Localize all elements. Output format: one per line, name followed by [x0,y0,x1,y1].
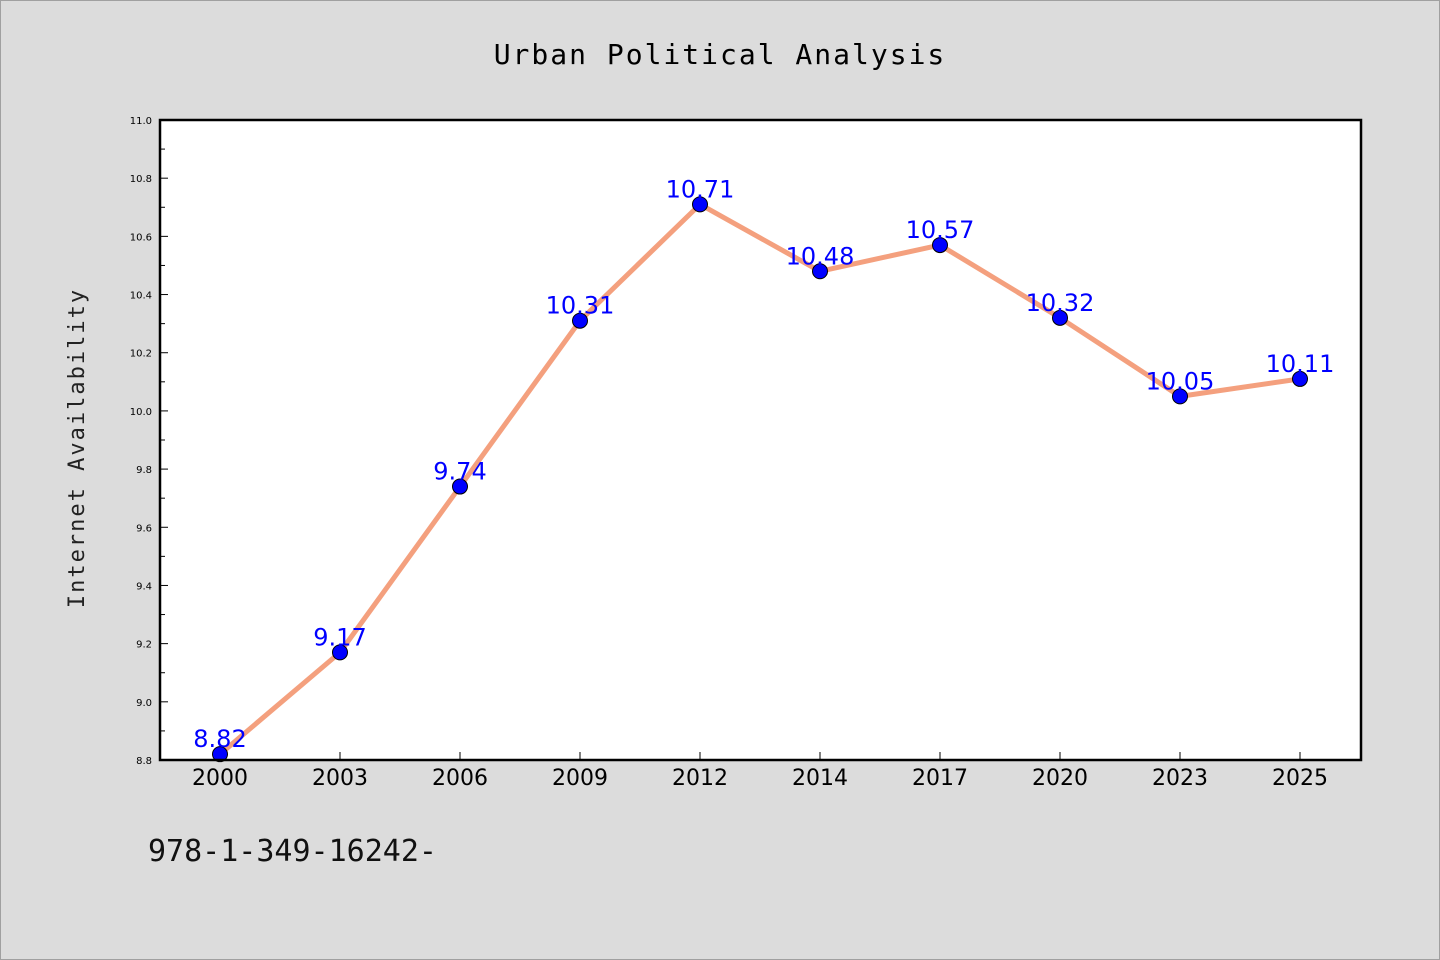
x-tick-label: 2014 [792,766,848,791]
y-tick-label: 10.8 [130,174,152,185]
x-tick-label: 2006 [432,766,488,791]
data-point [812,263,828,280]
x-tick-label: 2012 [672,766,728,791]
data-labels: 8.82 9.17 9.74 10.31 10.71 10.48 10.57 10.32 10.… [193,175,1334,753]
x-tick-label: 2000 [192,766,248,791]
y-tick-label: 10.4 [130,291,152,302]
data-point [932,237,948,254]
x-tick-label: 2003 [312,766,368,791]
y-axis-ticks: 8.8 9.0 9.2 9.4 9.6 9.8 10.0 10.2 10.4 10.6 10.8 11… [130,116,168,767]
data-label: 10.32 [1026,289,1095,317]
x-tick-label: 2009 [552,766,608,791]
y-axis-label: Internet Availability [65,288,90,608]
y-tick-label: 8.8 [136,756,152,767]
x-tick-label: 2025 [1272,766,1328,791]
x-tick-label: 2017 [912,766,968,791]
y-tick-label: 10.2 [130,349,152,360]
series-markers [212,196,1308,763]
y-tick-label: 11.0 [130,116,152,127]
data-label: 10.11 [1266,350,1335,378]
data-point [692,196,708,213]
data-point [1172,388,1188,405]
data-point [1292,370,1308,387]
plot-border [158,118,1363,762]
data-point [572,312,588,329]
footer-code: 978-1-349-16242- [148,834,437,869]
data-label: 9.74 [433,458,486,486]
data-label: 9.17 [313,623,366,651]
y-tick-label: 9.4 [136,581,152,592]
series-polyline [217,201,1303,757]
data-label: 10.71 [666,175,735,203]
plot-area [160,120,1361,760]
chart-title: Urban Political Analysis [494,38,947,71]
data-label: 8.82 [193,725,246,753]
data-label: 10.57 [906,216,975,244]
y-tick-label: 9.0 [136,698,152,709]
y-tick-label: 10.6 [130,232,152,243]
y-tick-label: 9.6 [136,523,152,534]
data-point [332,644,348,661]
x-axis-ticks: 2000 2003 2006 2009 2012 2014 2017 2020 2023 2025 [192,752,1328,791]
y-tick-label: 9.2 [136,640,152,651]
y-tick-label: 9.8 [136,465,152,476]
data-label: 10.05 [1146,367,1215,395]
x-tick-label: 2023 [1152,766,1208,791]
data-point [452,478,468,495]
series-line [217,201,1303,757]
data-point [212,746,228,763]
data-label: 10.48 [786,242,855,270]
data-label: 10.31 [546,292,615,320]
y-tick-label: 10.0 [130,407,152,418]
data-point [1052,309,1068,326]
x-tick-label: 2020 [1032,766,1088,791]
